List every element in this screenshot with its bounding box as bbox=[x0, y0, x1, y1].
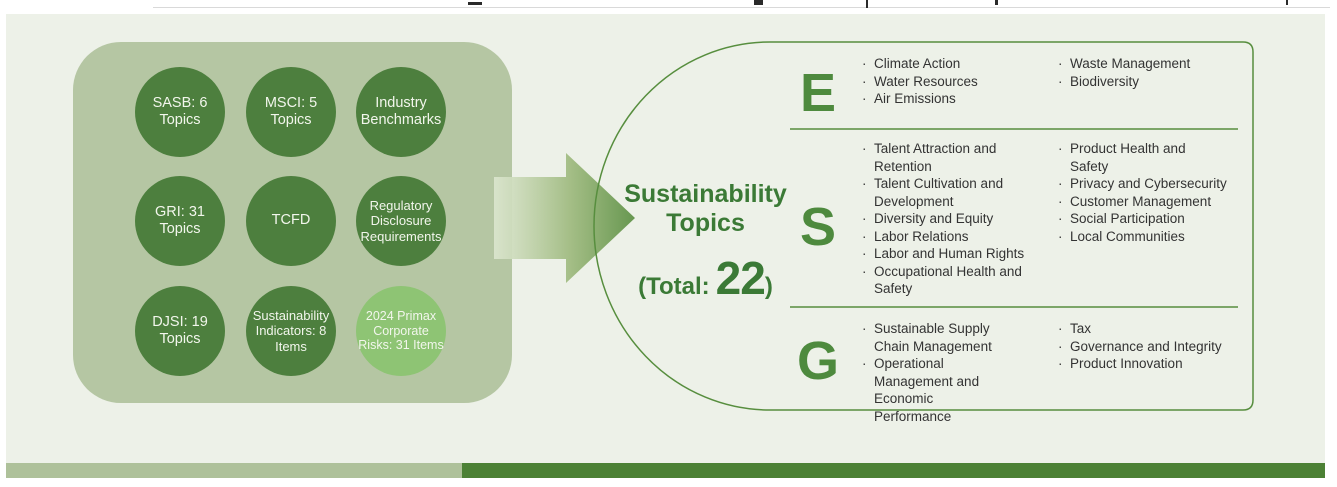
framework-label: Sustainability Indicators: 8 Items bbox=[252, 308, 330, 354]
cropped-content-remnant bbox=[468, 2, 482, 5]
framework-circle-djsi: DJSI: 19 Topics bbox=[135, 286, 225, 376]
summary-title-line2: Topics bbox=[666, 209, 745, 237]
total-count: 22 bbox=[715, 252, 766, 304]
cropped-content-remnant bbox=[1286, 0, 1288, 5]
list-item: Social Participation bbox=[1057, 210, 1227, 228]
arrow-right-icon bbox=[494, 153, 635, 283]
framework-label: DJSI: 19 Topics bbox=[152, 313, 208, 347]
framework-circle-msci: MSCI: 5 Topics bbox=[246, 67, 336, 157]
framework-label: Industry Benchmarks bbox=[360, 94, 442, 128]
list-item: Occupational Health and Safety bbox=[861, 263, 1057, 298]
list-item: Privacy and Cybersecurity bbox=[1057, 175, 1227, 193]
framework-label: TCFD bbox=[271, 212, 311, 229]
divider-line bbox=[153, 7, 1330, 8]
list-item: Product Innovation bbox=[1057, 355, 1242, 373]
footer-bar-dark bbox=[462, 463, 1325, 478]
framework-label: GRI: 31 Topics bbox=[155, 203, 205, 237]
list-item: Climate Action bbox=[861, 55, 1057, 73]
list-item: Talent Attraction and Retention bbox=[861, 140, 1057, 175]
footer-bar-light bbox=[6, 463, 462, 478]
framework-label: 2024 Primax Corporate Risks: 31 Items bbox=[358, 308, 444, 353]
list-item: Product Health and Safety bbox=[1057, 140, 1227, 175]
list-item: Operational Management and Economic Perf… bbox=[861, 355, 1014, 425]
g-topics-column-right: Tax Governance and Integrity Product Inn… bbox=[1057, 320, 1242, 373]
e-topics-column-left: Climate Action Water Resources Air Emiss… bbox=[861, 55, 1057, 108]
list-item: Biodiversity bbox=[1057, 73, 1253, 91]
list-item: Labor Relations bbox=[861, 228, 1057, 246]
list-item: Labor and Human Rights bbox=[861, 245, 1057, 263]
s-topics-column-left: Talent Attraction and Retention Talent C… bbox=[861, 140, 1057, 298]
e-topics-column-right: Waste Management Biodiversity bbox=[1057, 55, 1253, 90]
list-item: Air Emissions bbox=[861, 90, 1057, 108]
cropped-content-remnant bbox=[866, 0, 868, 8]
topics-total: (Total: 22 ) bbox=[598, 251, 813, 305]
list-item: Governance and Integrity bbox=[1057, 338, 1242, 356]
framework-label: MSCI: 5 Topics bbox=[264, 94, 318, 128]
framework-circle-gri: GRI: 31 Topics bbox=[135, 176, 225, 266]
framework-circle-sustainability-indicators: Sustainability Indicators: 8 Items bbox=[246, 286, 336, 376]
section-letter-g: G bbox=[796, 331, 839, 391]
list-item: Local Communities bbox=[1057, 228, 1227, 246]
total-suffix: ) bbox=[764, 273, 773, 300]
framework-circle-industry-benchmarks: Industry Benchmarks bbox=[356, 67, 446, 157]
g-topics-column-left: Sustainable Supply Chain Management Oper… bbox=[861, 320, 1014, 425]
list-item: Sustainable Supply Chain Management bbox=[861, 320, 1014, 355]
framework-circle-sasb: SASB: 6 Topics bbox=[135, 67, 225, 157]
framework-circle-regulatory: Regulatory Disclosure Requirements bbox=[356, 176, 446, 266]
cropped-content-remnant bbox=[995, 0, 998, 5]
list-item: Diversity and Equity bbox=[861, 210, 1057, 228]
section-letter-s: S bbox=[799, 197, 837, 257]
framework-circle-primax-risks: 2024 Primax Corporate Risks: 31 Items bbox=[356, 286, 446, 376]
s-topics-column-right: Product Health and Safety Privacy and Cy… bbox=[1057, 140, 1227, 245]
list-item: Waste Management bbox=[1057, 55, 1253, 73]
list-item: Tax bbox=[1057, 320, 1242, 338]
framework-label: SASB: 6 Topics bbox=[152, 94, 208, 128]
total-prefix: (Total: bbox=[638, 273, 710, 300]
cropped-content-remnant bbox=[754, 0, 763, 5]
framework-circle-tcfd: TCFD bbox=[246, 176, 336, 266]
section-letter-e: E bbox=[799, 63, 837, 123]
list-item: Talent Cultivation and Development bbox=[861, 175, 1057, 210]
summary-title-line1: Sustainability bbox=[624, 180, 787, 208]
list-item: Customer Management bbox=[1057, 193, 1227, 211]
summary-block: Sustainability Topics (Total: 22 ) bbox=[598, 180, 813, 305]
list-item: Water Resources bbox=[861, 73, 1057, 91]
topics-outline-shape bbox=[593, 41, 1254, 411]
framework-label: Regulatory Disclosure Requirements bbox=[360, 198, 442, 244]
